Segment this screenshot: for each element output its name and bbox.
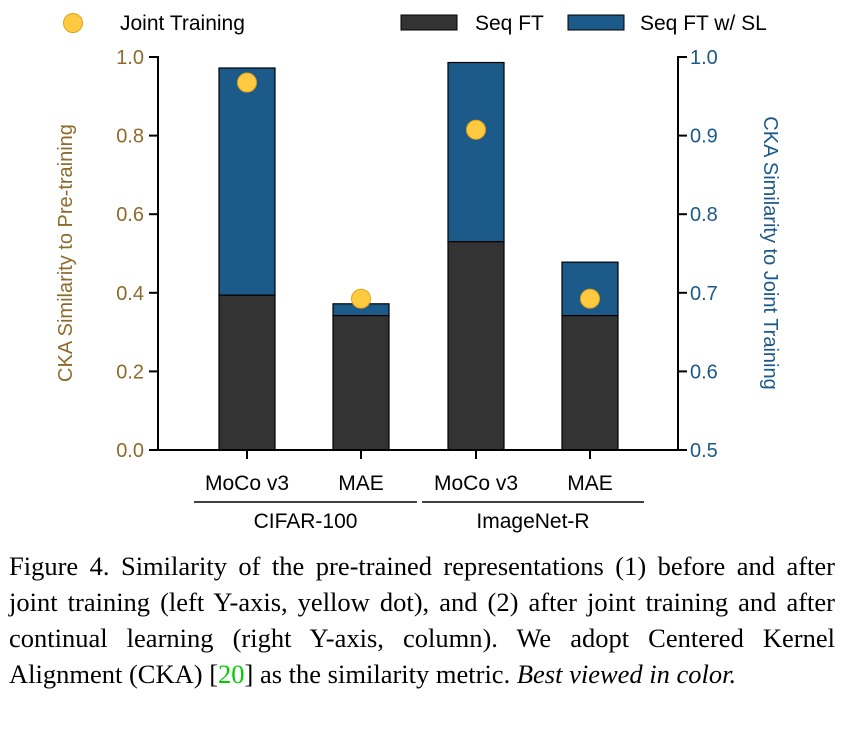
joint-training-dot-0 <box>237 72 257 93</box>
joint-training-dot-2 <box>466 119 486 140</box>
legend-swatch-seq-ft <box>400 14 458 31</box>
figure-caption: Figure 4. Similarity of the pre-trained … <box>9 548 835 692</box>
right-tick-label-4: 0.9 <box>690 126 718 148</box>
legend: Joint Training Seq FT Seq FT w/ SL <box>63 12 767 35</box>
bar-seq-ft-1 <box>332 314 390 451</box>
group-label-1: ImageNet-R <box>476 510 589 533</box>
category-label-1: MAE <box>338 472 384 495</box>
right-axis-title: CKA Similarity to Joint Training <box>759 116 781 389</box>
left-tick-label-0: 0.0 <box>116 440 144 462</box>
category-label-3: MAE <box>567 472 613 495</box>
bars <box>218 61 619 451</box>
right-tick-label-5: 1.0 <box>690 47 718 69</box>
bar-seq-ft-sl-2 <box>447 61 505 243</box>
right-tick-label-2: 0.7 <box>690 283 718 305</box>
bar-seq-ft-0 <box>218 294 276 451</box>
category-label-2: MoCo v3 <box>434 472 518 495</box>
bar-seq-ft-2 <box>447 241 505 451</box>
legend-label-seq-ft: Seq FT <box>475 12 544 35</box>
legend-label-seq-ft-sl: Seq FT w/ SL <box>640 12 767 35</box>
left-axis-title: CKA Similarity to Pre-training <box>55 124 77 382</box>
bar-seq-ft-sl-0 <box>218 67 276 296</box>
joint-training-dot-1 <box>351 288 371 309</box>
caption-emphasis: Best viewed in color. <box>516 659 737 689</box>
bar-seq-ft-3 <box>561 314 619 451</box>
caption-text-after: ] as the similarity metric. <box>244 659 517 689</box>
legend-swatch-seq-ft-sl <box>567 14 625 31</box>
left-tick-label-1: 0.2 <box>116 361 144 383</box>
legend-marker-joint-training <box>63 13 83 33</box>
left-tick-label-5: 1.0 <box>116 47 144 69</box>
group-label-0: CIFAR-100 <box>254 510 358 533</box>
joint-training-dot-3 <box>580 288 600 309</box>
left-tick-label-2: 0.4 <box>116 283 144 305</box>
left-tick-label-4: 0.8 <box>116 126 144 148</box>
axes: 0.0 0.2 0.4 0.6 0.8 1.0 0.5 0.6 0.7 0.8 0.9 1.0 <box>116 47 718 462</box>
category-label-0: MoCo v3 <box>205 472 289 495</box>
left-tick-label-3: 0.6 <box>116 204 144 226</box>
joint-training-dots <box>237 72 600 309</box>
caption-citation[interactable]: 20 <box>218 659 245 689</box>
right-tick-label-3: 0.8 <box>690 204 718 226</box>
right-tick-label-0: 0.5 <box>690 440 718 462</box>
chart: Joint Training Seq FT Seq FT w/ SL 0.00.20… <box>55 12 781 533</box>
right-tick-label-1: 0.6 <box>690 361 718 383</box>
legend-label-joint-training: Joint Training <box>120 12 245 35</box>
caption-text: Figure 4. Similarity of the pre-trained … <box>9 551 835 689</box>
category-labels: MoCo v3 MAE MoCo v3 MAE CIFAR-100 ImageNet-R <box>194 450 644 533</box>
